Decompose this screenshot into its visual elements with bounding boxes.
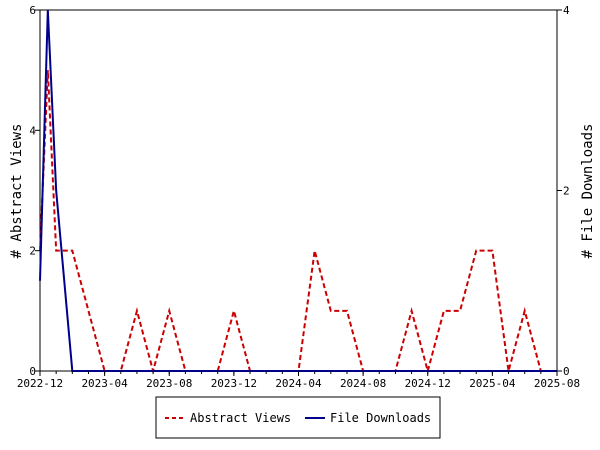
- y-tick-label-left: 6: [29, 4, 36, 17]
- y-tick-label-left: 2: [29, 245, 36, 258]
- y-tick-label-right: 4: [563, 4, 570, 17]
- x-tick-label: 2024-08: [340, 377, 386, 390]
- axes-layer: 2022-12 2023-04 2023-08 2023-12 2024-04 2024-…: [17, 4, 580, 390]
- series-layer: [39, 9, 557, 375]
- x-tick-label: 2024-12: [405, 377, 451, 390]
- legend-label-file-downloads: File Downloads: [330, 411, 431, 425]
- x-tick-label: 2023-12: [211, 377, 257, 390]
- x-tick-label: 2022-12: [17, 377, 63, 390]
- legend-label-abstract-views: Abstract Views: [190, 411, 291, 425]
- y-tick-label-left: 0: [29, 365, 36, 378]
- legend-box: [155, 396, 441, 439]
- x-tick-label: 2023-08: [146, 377, 192, 390]
- x-tick-label: 2025-08: [534, 377, 580, 390]
- y-axis-title-left: # Abstract Views: [9, 124, 25, 259]
- x-tick-label: 2025-04: [469, 377, 516, 390]
- y-tick-label-right: 2: [563, 185, 570, 198]
- y-axis-title-right: # File Downloads: [580, 124, 596, 259]
- x-tick-label: 2024-04: [275, 377, 322, 390]
- x-tick-label: 2023-04: [81, 377, 128, 390]
- y-tick-label-right: 0: [563, 365, 570, 378]
- plot-area: [39, 9, 558, 372]
- series-line-abstract-views: [39, 70, 557, 375]
- legend: Abstract Views File Downloads: [155, 396, 441, 439]
- series-line-file-downloads: [39, 9, 557, 372]
- plot-border: [39, 9, 558, 372]
- y-tick-label-left: 4: [29, 124, 36, 137]
